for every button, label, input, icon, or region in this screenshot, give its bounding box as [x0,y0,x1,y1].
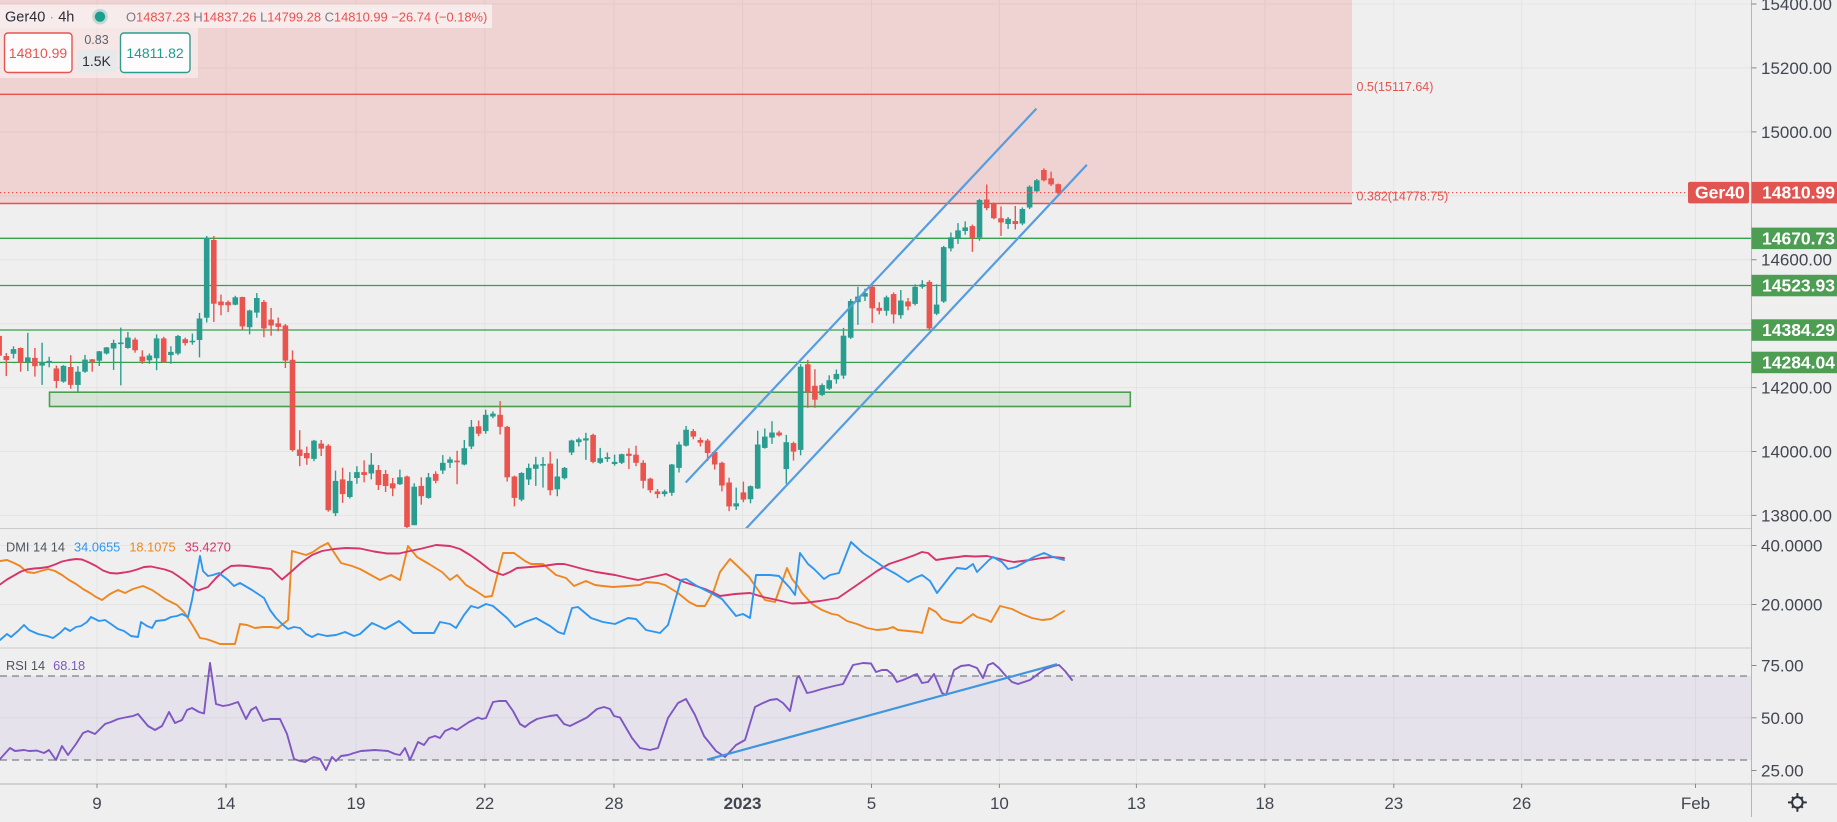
svg-text:Ger40 · 4h: Ger40 · 4h [5,10,74,26]
svg-text:14284.04: 14284.04 [1762,352,1835,372]
svg-text:23: 23 [1384,794,1403,813]
svg-text:0.83: 0.83 [84,33,108,47]
svg-text:2023: 2023 [724,794,762,813]
svg-text:18: 18 [1255,794,1274,813]
svg-text:14810.99: 14810.99 [1762,183,1835,203]
svg-text:13: 13 [1127,794,1146,813]
svg-text:19: 19 [347,794,366,813]
svg-text:10: 10 [990,794,1009,813]
svg-text:25.00: 25.00 [1761,762,1804,781]
svg-text:14200.00: 14200.00 [1761,379,1832,398]
svg-text:14600.00: 14600.00 [1761,251,1832,270]
svg-text:20.0000: 20.0000 [1761,596,1822,615]
svg-text:15400.00: 15400.00 [1761,0,1832,14]
svg-text:22: 22 [475,794,494,813]
svg-text:40.0000: 40.0000 [1761,537,1822,556]
svg-text:9: 9 [92,794,101,813]
svg-text:75.00: 75.00 [1761,657,1804,676]
svg-text:14523.93: 14523.93 [1762,276,1835,296]
svg-text:1.5K: 1.5K [82,53,111,69]
svg-text:14: 14 [217,794,236,813]
svg-text:15000.00: 15000.00 [1761,123,1832,142]
svg-text:5: 5 [867,794,876,813]
svg-text:Feb: Feb [1681,794,1710,813]
svg-text:50.00: 50.00 [1761,709,1804,728]
svg-text:13800.00: 13800.00 [1761,506,1832,525]
svg-text:28: 28 [605,794,624,813]
svg-text:14384.29: 14384.29 [1762,320,1835,340]
svg-text:14000.00: 14000.00 [1761,443,1832,462]
svg-text:15200.00: 15200.00 [1761,59,1832,78]
svg-text:0.5(15117.64): 0.5(15117.64) [1357,80,1434,94]
svg-text:14810.99: 14810.99 [9,45,68,61]
svg-text:14811.82: 14811.82 [126,45,184,61]
svg-text:14670.73: 14670.73 [1762,228,1835,248]
svg-text:Ger40: Ger40 [1695,183,1745,203]
svg-text:O14837.23 H14837.26 L14799.28: O14837.23 H14837.26 L14799.28 C14810.99 … [126,10,487,25]
svg-text:0.382(14778.75): 0.382(14778.75) [1357,190,1449,204]
svg-text:26: 26 [1512,794,1531,813]
